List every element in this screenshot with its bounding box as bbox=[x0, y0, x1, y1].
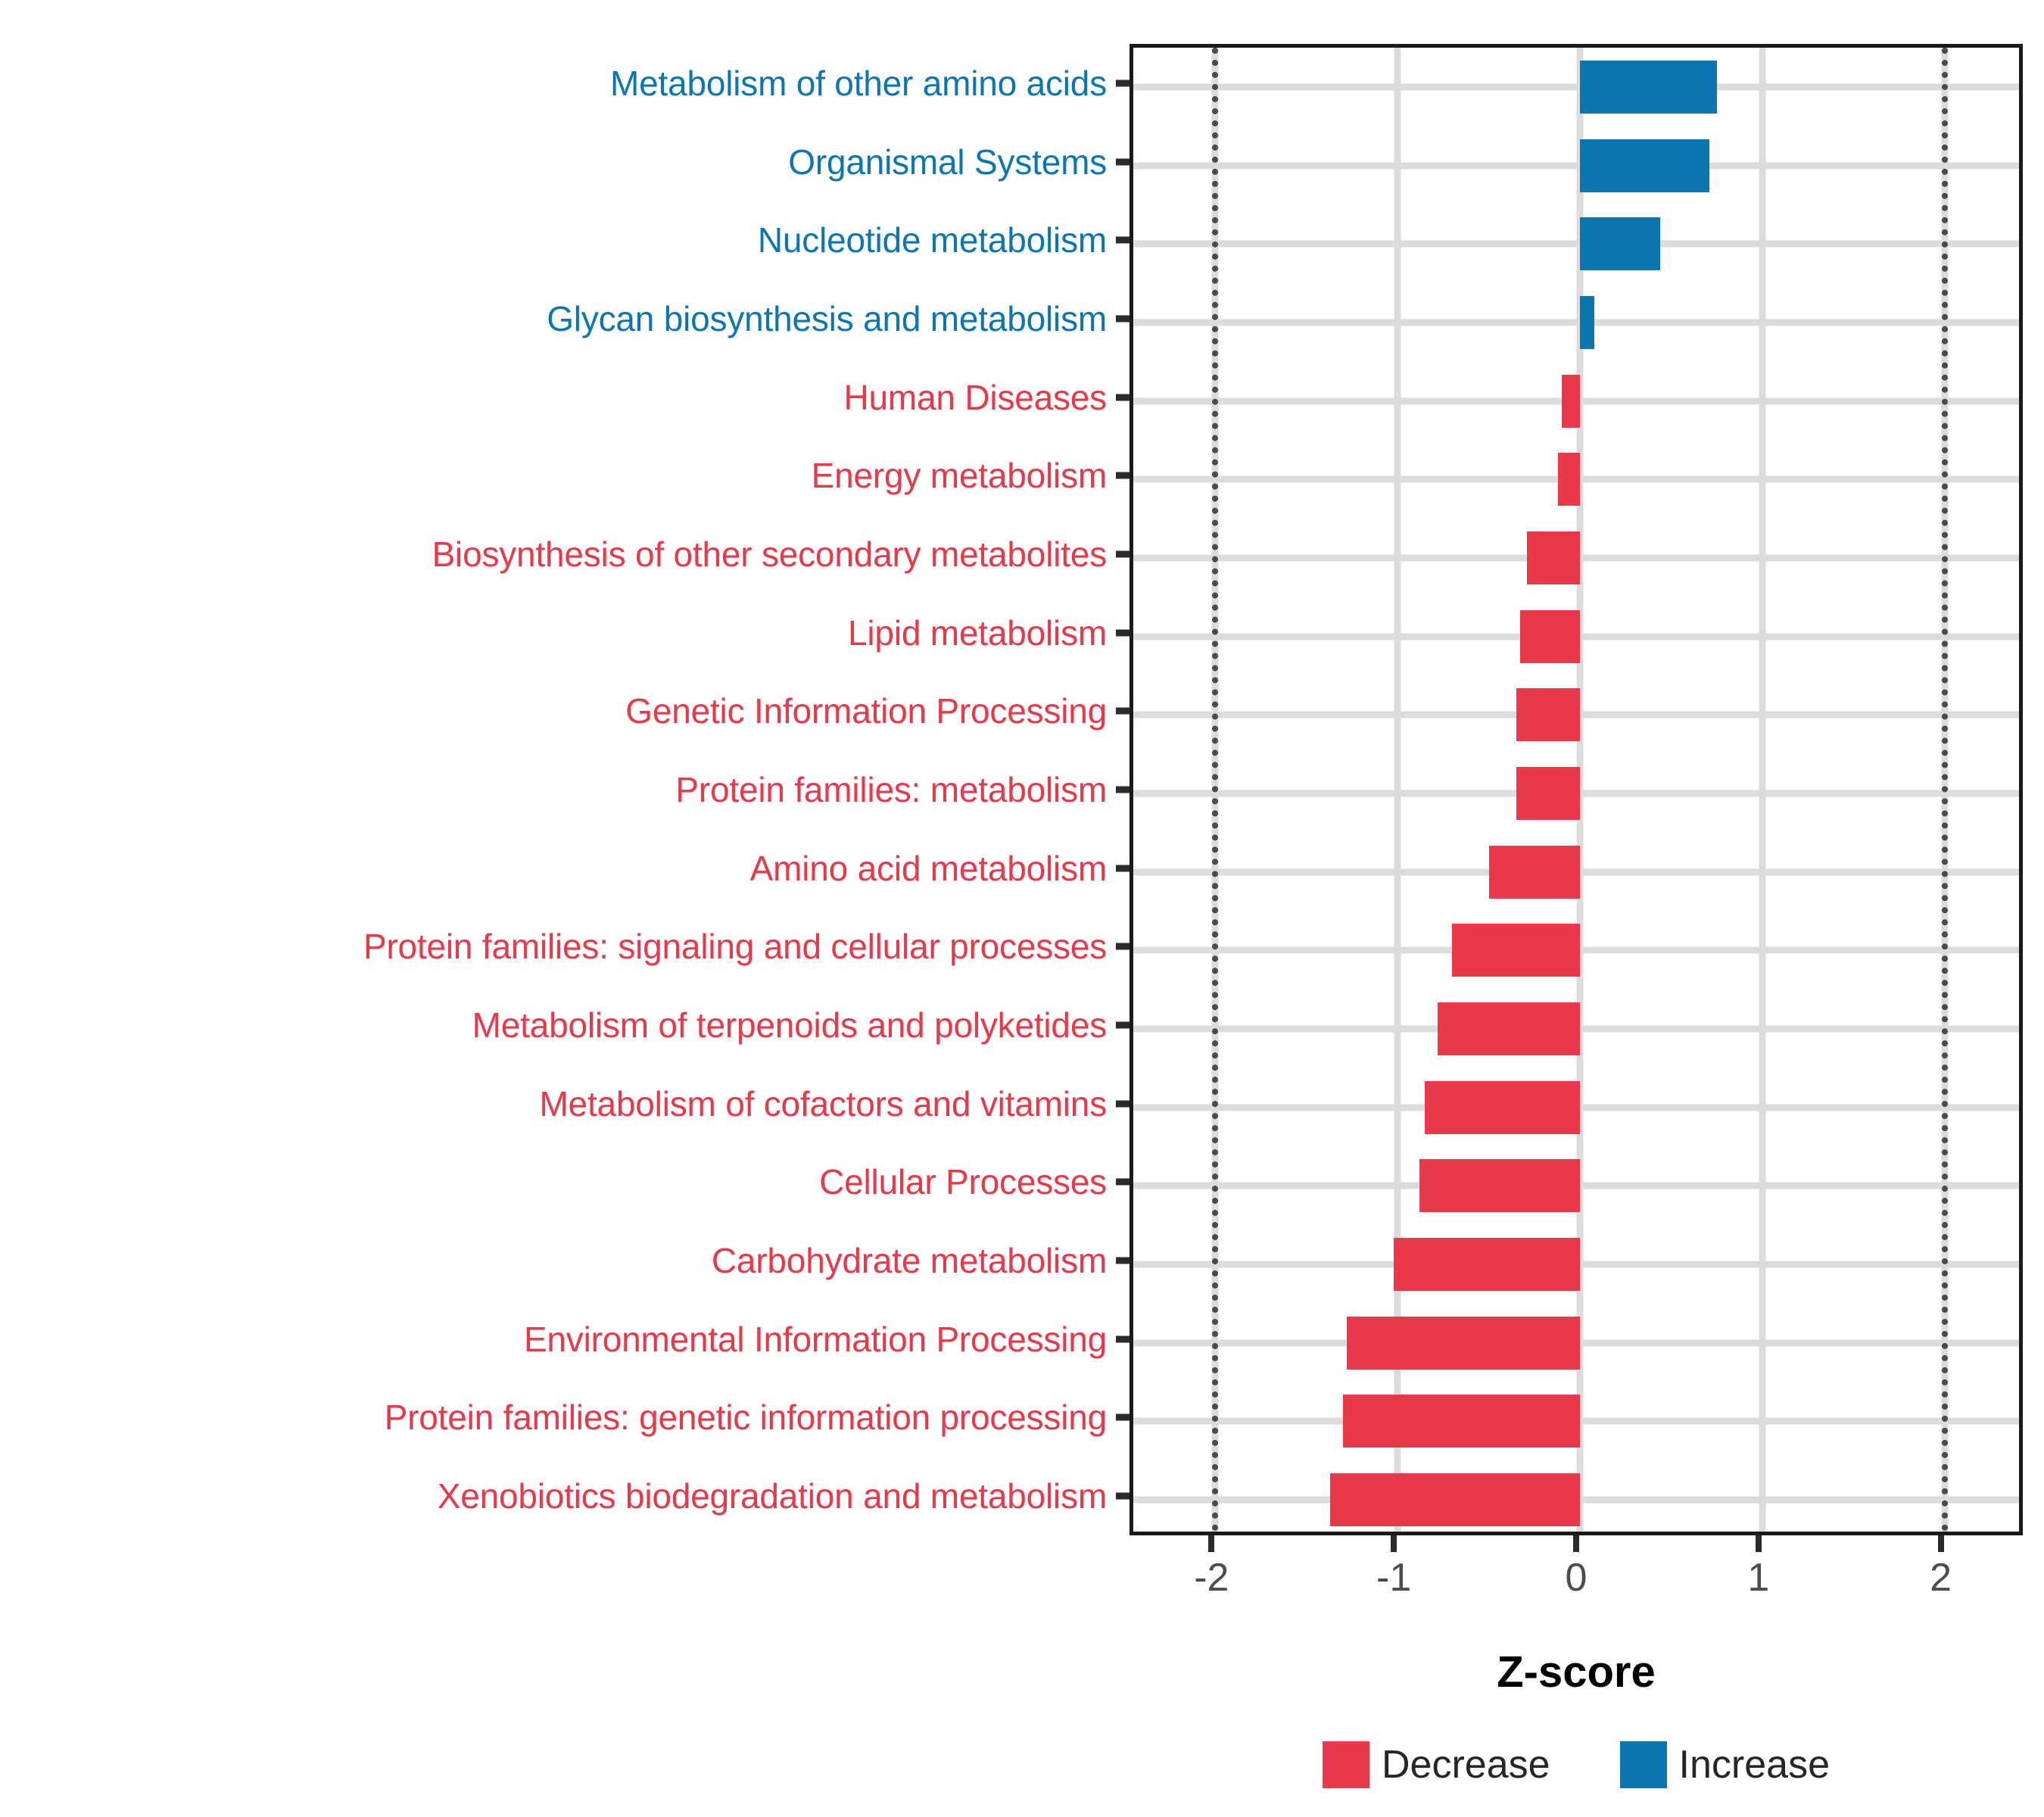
gridline-horizontal bbox=[1133, 83, 2019, 91]
bar bbox=[1561, 374, 1580, 428]
gridline-vertical bbox=[1576, 48, 1584, 1532]
bar bbox=[1330, 1473, 1580, 1527]
bar bbox=[1425, 1080, 1580, 1134]
category-label: Metabolism of other amino acids bbox=[610, 63, 1107, 103]
category-label: Metabolism of terpenoids and polyketides bbox=[472, 1005, 1108, 1046]
x-axis-tick bbox=[1755, 1535, 1762, 1552]
category-label: Genetic Information Processing bbox=[625, 691, 1107, 731]
bar bbox=[1438, 1002, 1580, 1056]
legend-swatch bbox=[1322, 1741, 1369, 1788]
bar bbox=[1527, 531, 1580, 584]
bar bbox=[1516, 767, 1580, 820]
reference-line bbox=[1212, 48, 1219, 1532]
category-label: Cellular Processes bbox=[819, 1162, 1107, 1202]
gridline-horizontal bbox=[1133, 240, 2019, 248]
y-axis-tick bbox=[1116, 707, 1129, 715]
x-axis-tick-label: 1 bbox=[1747, 1556, 1770, 1600]
bar bbox=[1580, 295, 1595, 349]
bar bbox=[1346, 1316, 1580, 1370]
category-label: Amino acid metabolism bbox=[749, 848, 1108, 888]
gridline-vertical bbox=[1394, 48, 1401, 1532]
y-axis-tick bbox=[1116, 786, 1129, 793]
category-label: Glycan biosynthesis and metabolism bbox=[547, 298, 1107, 338]
y-axis-tick bbox=[1116, 472, 1129, 479]
gridline-horizontal bbox=[1133, 162, 2019, 170]
category-label: Biosynthesis of other secondary metaboli… bbox=[432, 534, 1108, 574]
category-label: Metabolism of cofactors and vitamins bbox=[539, 1083, 1107, 1124]
bar bbox=[1580, 217, 1660, 271]
gridline-horizontal bbox=[1133, 319, 2019, 326]
x-axis-tick-label: -1 bbox=[1376, 1556, 1412, 1600]
bar bbox=[1394, 1238, 1580, 1292]
reference-line bbox=[1941, 48, 1948, 1532]
y-axis-tick bbox=[1116, 1178, 1129, 1186]
y-axis-tick bbox=[1116, 1335, 1129, 1343]
category-label: Xenobiotics biodegradation and metabolis… bbox=[437, 1476, 1107, 1516]
bar bbox=[1488, 845, 1580, 899]
x-axis-tick bbox=[1937, 1535, 1944, 1552]
x-axis-tick bbox=[1208, 1535, 1215, 1552]
category-label: Nucleotide metabolism bbox=[757, 220, 1107, 260]
x-axis-tick-label: 0 bbox=[1565, 1556, 1588, 1600]
x-axis-tick bbox=[1391, 1535, 1397, 1552]
bar bbox=[1558, 453, 1580, 506]
bar bbox=[1519, 609, 1580, 663]
bar bbox=[1516, 688, 1580, 742]
gridline-vertical bbox=[1759, 48, 1766, 1532]
category-label: Energy metabolism bbox=[811, 456, 1108, 496]
category-label: Human Diseases bbox=[843, 377, 1108, 417]
y-axis-tick bbox=[1116, 943, 1129, 950]
x-axis-tick-label: 2 bbox=[1930, 1556, 1952, 1600]
category-label: Lipid metabolism bbox=[848, 612, 1107, 653]
y-axis-tick bbox=[1116, 158, 1129, 166]
legend-label: Increase bbox=[1678, 1743, 1830, 1787]
category-label: Protein families: genetic information pr… bbox=[384, 1398, 1108, 1438]
y-axis-tick bbox=[1116, 79, 1129, 87]
legend-swatch bbox=[1619, 1741, 1667, 1788]
legend-label: Decrease bbox=[1381, 1743, 1550, 1787]
y-axis-tick bbox=[1116, 1492, 1129, 1500]
x-axis-title: Z-score bbox=[1497, 1647, 1656, 1697]
y-axis-tick bbox=[1116, 1257, 1129, 1264]
chart-legend: Decrease Increase bbox=[1129, 1741, 2023, 1788]
bar bbox=[1580, 60, 1717, 114]
category-label: Carbohydrate metabolism bbox=[711, 1241, 1107, 1281]
category-label: Environmental Information Processing bbox=[523, 1319, 1107, 1359]
bar bbox=[1342, 1395, 1580, 1448]
category-axis-labels: Metabolism of other amino acids Organisma… bbox=[0, 44, 1129, 1535]
x-axis-tick bbox=[1573, 1535, 1579, 1552]
x-axis-tick-label: -2 bbox=[1194, 1556, 1229, 1600]
category-label: Protein families: metabolism bbox=[675, 770, 1107, 809]
category-label: Protein families: signaling and cellular… bbox=[363, 927, 1107, 967]
y-axis-tick bbox=[1116, 1413, 1129, 1421]
y-axis-tick bbox=[1116, 1021, 1129, 1029]
bar bbox=[1419, 1159, 1580, 1213]
legend-item[interactable]: Decrease bbox=[1322, 1741, 1550, 1788]
y-axis-tick bbox=[1116, 629, 1129, 637]
y-axis-tick bbox=[1116, 550, 1129, 558]
legend-item[interactable]: Increase bbox=[1619, 1741, 1830, 1788]
y-axis-tick bbox=[1116, 394, 1129, 401]
y-axis-tick bbox=[1116, 315, 1129, 323]
y-axis-tick bbox=[1116, 1100, 1129, 1108]
bar bbox=[1580, 139, 1709, 192]
y-axis-tick bbox=[1116, 865, 1129, 872]
category-label: Organismal Systems bbox=[788, 142, 1107, 182]
plot-panel bbox=[1129, 44, 2023, 1535]
y-axis-tick bbox=[1116, 236, 1129, 244]
bar bbox=[1452, 924, 1580, 977]
x-axis: -2 -1 0 1 2 bbox=[1129, 1535, 2023, 1626]
